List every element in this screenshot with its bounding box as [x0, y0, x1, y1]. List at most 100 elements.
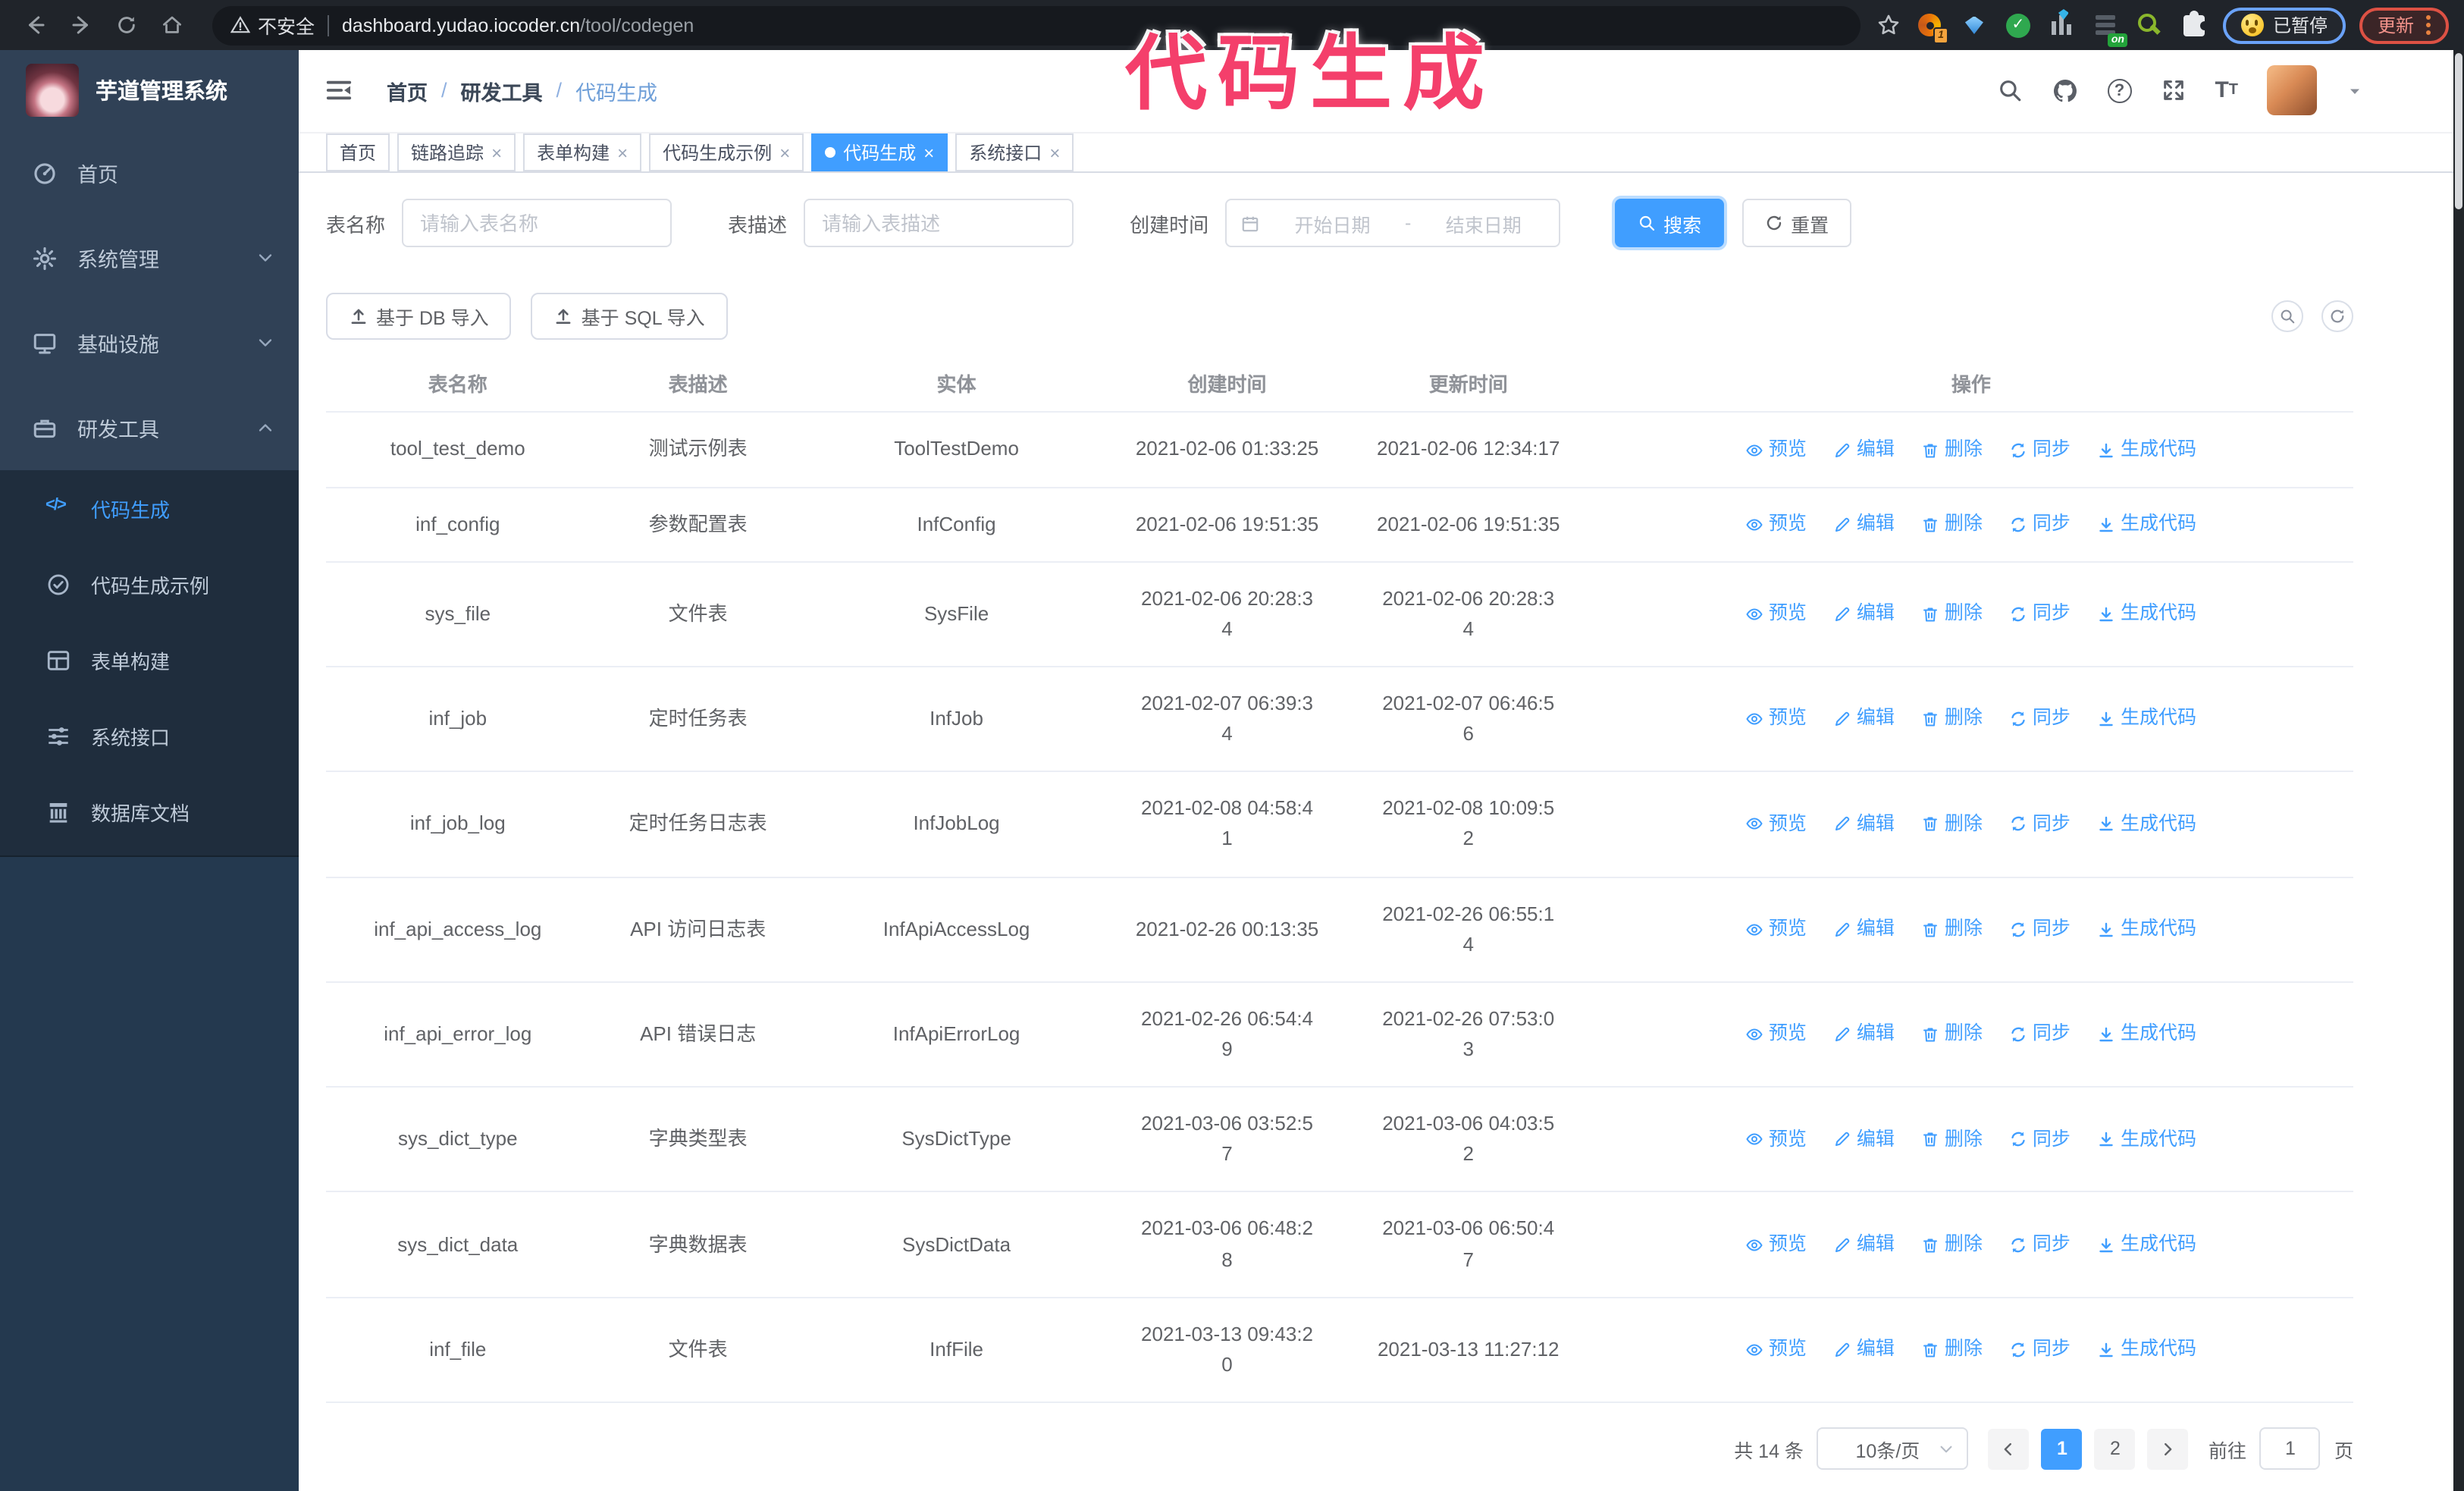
sidebar-collapse-button[interactable] [312, 65, 364, 117]
edit-link[interactable]: 编辑 [1834, 1125, 1895, 1154]
close-icon[interactable]: × [1049, 142, 1061, 164]
delete-link[interactable]: 删除 [1922, 1020, 1983, 1050]
browser-forward-button[interactable] [61, 5, 100, 45]
delete-link[interactable]: 删除 [1922, 1125, 1983, 1154]
scrollbar-thumb[interactable] [2455, 53, 2462, 209]
preview-link[interactable]: 预览 [1746, 1335, 1807, 1364]
sidebar-item-codegen[interactable]: </> 代码生成 [0, 470, 299, 546]
sync-link[interactable]: 同步 [2010, 599, 2071, 629]
generate-code-link[interactable]: 生成代码 [2098, 1335, 2196, 1364]
generate-code-link[interactable]: 生成代码 [2098, 915, 2196, 944]
extension-icon-orange[interactable]: 1 [1915, 10, 1948, 43]
url-bar[interactable]: 不安全 dashboard.yudao.iocoder.cn/tool/code… [212, 5, 1861, 45]
sidebar-item-system-api[interactable]: 系统接口 [0, 698, 299, 774]
close-icon[interactable]: × [617, 142, 629, 164]
sidebar-item-form-builder[interactable]: 表单构建 [0, 622, 299, 698]
tab-form-builder[interactable]: 表单构建 × [523, 133, 642, 172]
sidebar-logo-row[interactable]: 芋道管理系统 [0, 50, 299, 130]
sidebar-item-home[interactable]: 首页 [0, 130, 299, 215]
sidebar-item-devtools[interactable]: 研发工具 [0, 385, 299, 470]
generate-code-link[interactable]: 生成代码 [2098, 599, 2196, 629]
preview-link[interactable]: 预览 [1746, 915, 1807, 944]
sync-link[interactable]: 同步 [2010, 810, 2071, 840]
browser-back-button[interactable] [15, 5, 55, 45]
generate-code-link[interactable]: 生成代码 [2098, 1125, 2196, 1154]
preview-link[interactable]: 预览 [1746, 705, 1807, 734]
help-button[interactable]: ? [2107, 78, 2132, 103]
delete-link[interactable]: 删除 [1922, 810, 1983, 840]
user-avatar[interactable] [2267, 65, 2317, 116]
table-desc-input[interactable] [804, 199, 1074, 248]
refresh-table-button[interactable] [2321, 300, 2353, 333]
close-icon[interactable]: × [491, 142, 503, 164]
preview-link[interactable]: 预览 [1746, 510, 1807, 539]
tab-codegen[interactable]: 代码生成 × [811, 133, 948, 172]
sync-link[interactable]: 同步 [2010, 1020, 2071, 1050]
edit-link[interactable]: 编辑 [1834, 510, 1895, 539]
generate-code-link[interactable]: 生成代码 [2098, 1230, 2196, 1260]
preview-link[interactable]: 预览 [1746, 810, 1807, 840]
delete-link[interactable]: 删除 [1922, 915, 1983, 944]
paused-extension-badge[interactable]: 已暂停 [2222, 7, 2346, 43]
tab-tracing[interactable]: 链路追踪 × [397, 133, 516, 172]
preview-link[interactable]: 预览 [1746, 1125, 1807, 1154]
sync-link[interactable]: 同步 [2010, 1335, 2071, 1364]
tab-codegen-example[interactable]: 代码生成示例 × [649, 133, 804, 172]
edit-link[interactable]: 编辑 [1834, 1020, 1895, 1050]
close-icon[interactable]: × [779, 142, 791, 164]
browser-menu-icon[interactable] [2426, 15, 2431, 35]
avatar-caret-down-icon[interactable] [2346, 82, 2364, 100]
toggle-search-button[interactable] [2271, 300, 2303, 333]
header-search-button[interactable] [1996, 78, 2022, 104]
tab-system-api[interactable]: 系统接口 × [955, 133, 1074, 172]
sync-link[interactable]: 同步 [2010, 510, 2071, 539]
delete-link[interactable]: 删除 [1922, 705, 1983, 734]
page-button-1[interactable]: 1 [2041, 1428, 2083, 1469]
preview-link[interactable]: 预览 [1746, 599, 1807, 629]
next-page-button[interactable] [2147, 1428, 2189, 1469]
generate-code-link[interactable]: 生成代码 [2098, 510, 2196, 539]
sync-link[interactable]: 同步 [2010, 1125, 2071, 1154]
goto-page-input[interactable] [2259, 1427, 2321, 1470]
sidebar-item-db-doc[interactable]: 数据库文档 [0, 774, 299, 849]
reset-button[interactable]: 重置 [1742, 199, 1852, 248]
sidebar-item-infra[interactable]: 基础设施 [0, 300, 299, 385]
extension-icon-columns[interactable] [2047, 9, 2077, 40]
import-db-button[interactable]: 基于 DB 导入 [326, 293, 512, 341]
sidebar-item-codegen-example[interactable]: 代码生成示例 [0, 546, 299, 622]
preview-link[interactable]: 预览 [1746, 435, 1807, 465]
github-link[interactable] [2051, 77, 2078, 105]
sidebar-item-system[interactable]: 系统管理 [0, 215, 299, 300]
fullscreen-button[interactable] [2160, 78, 2186, 104]
preview-link[interactable]: 预览 [1746, 1020, 1807, 1050]
generate-code-link[interactable]: 生成代码 [2098, 1020, 2196, 1050]
chrome-update-button[interactable]: 更新 [2359, 7, 2449, 43]
breadcrumb-devtools[interactable]: 研发工具 [460, 81, 543, 105]
delete-link[interactable]: 删除 [1922, 599, 1983, 629]
edit-link[interactable]: 编辑 [1834, 1230, 1895, 1260]
import-sql-button[interactable]: 基于 SQL 导入 [531, 293, 728, 341]
breadcrumb-home[interactable]: 首页 [387, 81, 428, 105]
sync-link[interactable]: 同步 [2010, 435, 2071, 465]
page-scrollbar[interactable] [2453, 50, 2464, 1491]
prev-page-button[interactable] [1988, 1428, 2030, 1469]
browser-reload-button[interactable] [106, 5, 146, 45]
generate-code-link[interactable]: 生成代码 [2098, 435, 2196, 465]
close-icon[interactable]: × [923, 142, 935, 164]
delete-link[interactable]: 删除 [1922, 1335, 1983, 1364]
sync-link[interactable]: 同步 [2010, 705, 2071, 734]
date-range-picker[interactable]: 开始日期 - 结束日期 [1225, 199, 1561, 248]
delete-link[interactable]: 删除 [1922, 510, 1983, 539]
extension-icon-puzzle[interactable] [2179, 10, 2209, 40]
browser-home-button[interactable] [152, 5, 191, 45]
page-button-2[interactable]: 2 [2094, 1428, 2136, 1469]
delete-link[interactable]: 删除 [1922, 1230, 1983, 1260]
tab-home[interactable]: 首页 [326, 133, 390, 172]
generate-code-link[interactable]: 生成代码 [2098, 810, 2196, 840]
bookmark-star-button[interactable] [1876, 12, 1901, 38]
edit-link[interactable]: 编辑 [1834, 435, 1895, 465]
extension-icon-rows-on[interactable]: on [2091, 10, 2127, 46]
edit-link[interactable]: 编辑 [1834, 915, 1895, 944]
delete-link[interactable]: 删除 [1922, 435, 1983, 465]
